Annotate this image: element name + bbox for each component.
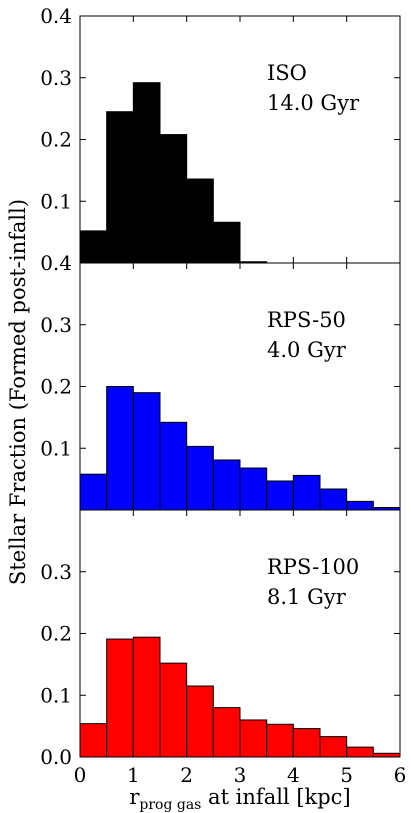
x-axis-title-subscript: prog gas <box>139 797 201 813</box>
bar-rps50-4.5 <box>319 488 348 511</box>
bar-rps100-5.5 <box>372 752 401 758</box>
x-tick-label: 1 <box>127 763 140 787</box>
y-tick-label-iso: 0.3 <box>40 66 72 90</box>
x-axis: 0 1 2 3 4 5 6 <box>74 763 407 787</box>
bar-rps100-3 <box>239 719 268 758</box>
panel-label-age-rps50: 4.0 Gyr <box>267 338 347 362</box>
bar-rps100-0.5 <box>106 638 134 758</box>
y-tick-label-rps50: 0.2 <box>40 375 72 399</box>
bar-rps100-1.5 <box>159 662 188 758</box>
y-tick-label-rps100: 0.2 <box>40 622 72 646</box>
panel-iso: 0.1 0.2 0.3 0.4 ISO 14.0 Gyr <box>40 4 401 264</box>
bar-iso-0.5 <box>106 111 134 264</box>
bar-rps100-2 <box>186 685 214 758</box>
y-tick-label-rps100: 0.3 <box>40 560 72 584</box>
bar-iso-1 <box>132 82 161 264</box>
bar-iso-1.5 <box>159 134 188 264</box>
bar-rps100-5 <box>346 746 374 758</box>
bar-rps100-3.5 <box>266 723 294 758</box>
x-tick-label: 5 <box>340 763 353 787</box>
y-tick-label-iso: 0.4 <box>40 4 72 28</box>
x-axis-title-r: r <box>129 785 140 809</box>
bar-rps100-1 <box>132 636 161 758</box>
bar-rps50-3.5 <box>266 480 294 511</box>
bar-rps50-2 <box>186 445 214 511</box>
y-tick-label-rps50: 0.3 <box>40 313 72 337</box>
panel-rps100: 0.0 0.1 0.2 0.3 RPS-100 8.1 Gyr <box>40 509 401 769</box>
x-tick-label: 4 <box>287 763 300 787</box>
histogram-panels: 0.1 0.2 0.3 0.4 ISO 14.0 Gyr 0.1 0.2 0.3 0.4 RPS-5… <box>40 4 401 769</box>
panel-label-age-rps100: 8.1 Gyr <box>267 585 347 609</box>
x-tick-label: 6 <box>394 763 407 787</box>
x-axis-title: rprog gas at infall [kpc] <box>129 785 350 813</box>
x-tick-label: 3 <box>234 763 247 787</box>
bar-rps50-1.5 <box>159 421 188 511</box>
y-tick-label-rps100: 0.1 <box>40 683 72 707</box>
x-tick-label: 0 <box>74 763 87 787</box>
bar-rps50-2.5 <box>212 459 241 511</box>
bar-iso-2.5 <box>212 221 241 264</box>
bar-iso-0 <box>79 230 108 264</box>
y-tick-label-rps100: 0.0 <box>40 745 72 769</box>
y-tick-label-iso: 0.2 <box>40 128 72 152</box>
bar-rps100-2.5 <box>212 707 241 758</box>
panel-label-name-iso: ISO <box>267 61 307 85</box>
panel-rps50: 0.1 0.2 0.3 0.4 RPS-50 4.0 Gyr <box>40 251 401 511</box>
x-tick-label: 2 <box>180 763 193 787</box>
bar-rps50-0.5 <box>106 386 134 511</box>
bar-rps50-3 <box>239 467 268 511</box>
y-tick-label-rps50: 0.1 <box>40 436 72 460</box>
y-tick-label-rps50: 0.4 <box>40 251 72 275</box>
panel-label-name-rps50: RPS-50 <box>267 308 346 332</box>
y-tick-label-iso: 0.1 <box>40 189 72 213</box>
x-axis-title-rest: at infall [kpc] <box>201 785 350 809</box>
y-axis-title: Stellar Fraction (Formed post-infall) <box>6 199 30 585</box>
bar-iso-2 <box>186 178 214 264</box>
bar-rps100-4 <box>292 728 321 758</box>
bar-rps100-4.5 <box>319 736 348 758</box>
bar-rps50-5 <box>346 500 374 511</box>
panel-label-age-iso: 14.0 Gyr <box>267 91 360 115</box>
bar-rps100-0 <box>79 723 108 758</box>
bar-rps50-0 <box>79 473 108 511</box>
bar-rps50-1 <box>132 392 161 511</box>
bar-rps50-4 <box>292 474 321 511</box>
panel-label-name-rps100: RPS-100 <box>267 555 359 579</box>
